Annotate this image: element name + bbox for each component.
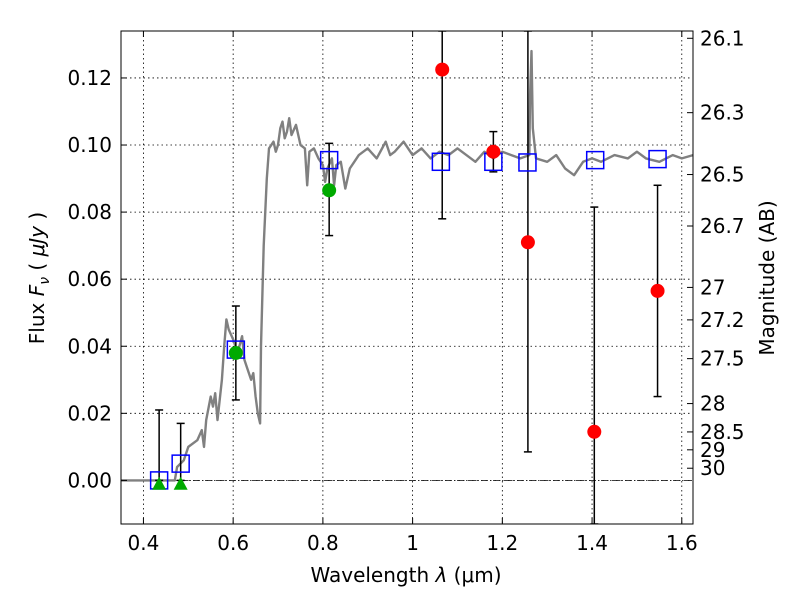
y2-axis-label: Magnitude (AB)	[755, 200, 779, 355]
x-axis-label: Wavelength λ (μm)	[310, 563, 501, 587]
data-point-marker	[486, 144, 501, 159]
mag-tick-label: 26.1	[700, 26, 745, 50]
mag-tick-label: 30	[700, 456, 725, 480]
x-tick-label: 1.2	[486, 531, 518, 555]
y-tick-label: 0.12	[67, 66, 112, 90]
tick-label-layer: 0.4 0.6 0.8 1 1.2 1.4 1.6 0.00 0.02 0.04 0.06 0.08 0…	[67, 26, 744, 555]
x-tick-label: 0.6	[217, 531, 249, 555]
model-square-marker	[319, 150, 339, 170]
x-tick-label: 1	[406, 531, 419, 555]
data-point-marker	[228, 345, 243, 360]
mag-tick-label: 28.5	[700, 420, 745, 444]
mag-tick-label: 27	[700, 275, 725, 299]
y-axis-label: Flux Fν ( μJy )	[25, 212, 53, 344]
y-tick-label: 0.02	[67, 401, 112, 425]
mag-tick-label: 29	[700, 438, 725, 462]
data-point-marker	[587, 424, 602, 439]
x-tick-label: 0.4	[128, 531, 160, 555]
sed-model-line	[121, 49, 693, 482]
y-tick-label: 0.00	[67, 468, 112, 492]
mag-tick-label: 26.7	[700, 214, 745, 238]
x-tick-label: 0.8	[307, 531, 339, 555]
mag-tick-label: 27.2	[700, 308, 745, 332]
model-square-marker	[648, 149, 667, 169]
model-square-marker	[431, 152, 451, 172]
plot-frame	[120, 30, 694, 525]
mag-tick-label: 26.5	[700, 163, 745, 187]
x-tick-label: 1.4	[576, 531, 608, 555]
data-point-marker	[322, 183, 337, 198]
upper-limit-triangle-marker	[173, 476, 188, 490]
mag-tick-label: 26.3	[700, 101, 745, 125]
model-square-marker	[518, 153, 537, 172]
data-point-marker	[650, 283, 665, 298]
mag-tick-label: 27.5	[700, 347, 745, 371]
sed-layer	[121, 49, 693, 482]
y-tick-label: 0.10	[67, 133, 112, 157]
model-square-marker	[585, 150, 605, 170]
mag-tick-label: 28	[700, 392, 725, 416]
x-tick-label: 1.6	[666, 531, 698, 555]
data-point-marker	[520, 235, 535, 250]
y-tick-label: 0.04	[67, 334, 112, 358]
y-tick-label: 0.08	[67, 200, 112, 224]
tick-layer	[121, 31, 693, 524]
marker-layer	[149, 62, 667, 490]
model-square-marker	[171, 454, 190, 473]
y-tick-label: 0.06	[67, 267, 112, 291]
upper-limit-triangle-marker	[152, 476, 167, 490]
data-point-marker	[435, 62, 450, 77]
